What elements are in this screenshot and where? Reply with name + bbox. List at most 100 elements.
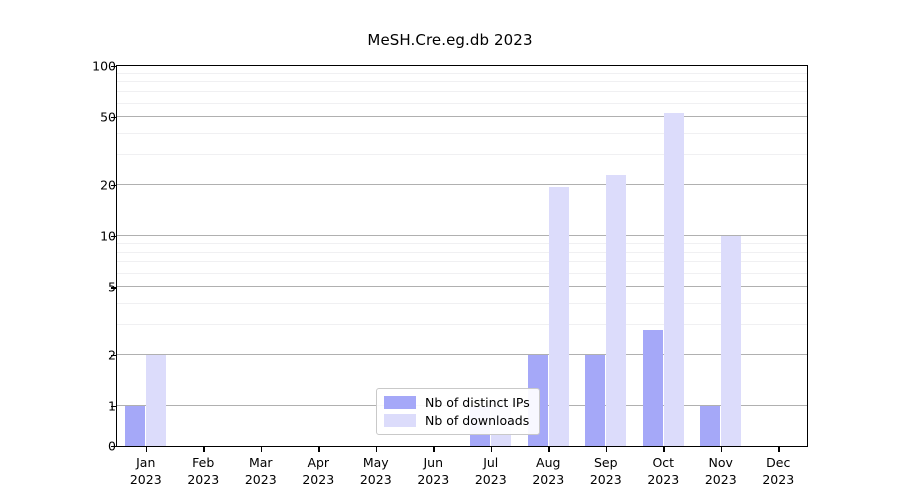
gridline-minor [117,91,807,93]
y-tick-label: 5 [76,280,116,295]
x-tick-label: Nov 2023 [686,454,756,488]
x-tick-mark [260,447,263,452]
gridline-major [117,116,807,118]
gridline-minor [117,102,807,104]
x-tick-year: 2023 [187,472,220,487]
y-tick-mark [111,287,116,289]
y-tick-label: 2 [76,347,116,362]
bar-nov-downloads [721,236,742,446]
x-tick-year: 2023 [532,472,565,487]
gridline-minor [117,132,807,134]
gridline-minor [117,272,807,274]
gridline-minor [117,323,807,325]
y-tick-label: 20 [100,177,116,193]
y-tick-label: 10 [100,228,116,244]
x-tick-mark [548,447,550,452]
bar-aug-downloads [548,186,569,446]
x-tick-year: 2023 [244,472,277,487]
x-tick-label: Feb 2023 [168,454,238,488]
chart-legend: Nb of distinct IPs Nb of downloads [376,388,540,435]
gridline-minor [117,72,807,74]
x-tick-month: Dec [766,455,791,470]
gridline-minor [117,251,807,253]
legend-item[interactable]: Nb of distinct IPs [384,395,530,410]
y-tick-label: 1 [76,399,116,414]
y-tick-mark [111,354,116,357]
x-tick-month: May [362,455,389,470]
x-tick-label: Jul 2023 [456,454,526,488]
bar-nov-ips [700,406,721,446]
x-tick-label: Dec 2023 [743,454,813,488]
x-tick-month: Jan [136,455,156,470]
gridline-major [117,235,807,237]
x-tick-month: Oct [652,455,675,470]
y-tick-mark [111,406,116,408]
x-tick-month: Nov [708,455,733,470]
x-tick-month: Apr [307,455,330,470]
y-tick-mark [111,117,116,119]
y-tick-label: 0 [76,439,116,454]
x-tick-month: Sep [593,455,618,470]
x-tick-year: 2023 [359,472,392,487]
x-tick-year: 2023 [474,472,507,487]
y-axis: 0 1 2 5 10 20 50 100 [66,59,116,454]
x-tick-mark [720,447,723,452]
legend-swatch [384,414,416,427]
gridline-minor [117,302,807,304]
x-tick-year: 2023 [417,472,450,487]
y-tick-mark [111,236,116,238]
x-tick-year: 2023 [129,472,162,487]
x-tick-label: May 2023 [341,454,411,488]
legend-item[interactable]: Nb of downloads [384,413,530,428]
y-tick-label: 50 [100,109,116,125]
x-tick-year: 2023 [647,472,680,487]
x-tick-year: 2023 [704,472,737,487]
x-tick-label: Sep 2023 [571,454,641,488]
x-tick-month: Jul [483,455,499,470]
chart-title: MeSH.Cre.eg.db 2023 [367,31,533,49]
x-tick-mark [663,447,665,452]
x-tick-mark [605,447,608,452]
x-tick-label: Oct 2023 [628,454,698,488]
x-tick-mark [203,447,205,452]
x-tick-mark [145,447,148,452]
x-tick-mark [433,447,435,452]
gridline-major [117,286,807,288]
gridline-major [117,183,807,185]
x-tick-mark [375,447,378,452]
x-tick-year: 2023 [302,472,335,487]
y-tick-mark [111,184,116,187]
bar-oct-ips [642,330,663,446]
x-tick-year: 2023 [762,472,795,487]
bar-jan-downloads [146,354,167,446]
bar-sep-ips [585,354,606,446]
bar-jan-ips [125,406,146,446]
x-tick-month: Mar [248,455,273,470]
legend-label: Nb of downloads [425,413,530,428]
gridline-minor [117,261,807,263]
y-tick-mark [111,446,116,448]
y-tick-mark [111,66,116,68]
x-tick-year: 2023 [589,472,622,487]
x-tick-mark [778,447,780,452]
x-tick-mark [490,447,493,452]
x-tick-label: Jan 2023 [111,454,181,488]
gridline-minor [117,242,807,244]
x-tick-mark [318,447,320,452]
legend-swatch [384,396,416,409]
x-tick-month: Feb [192,455,215,470]
x-tick-month: Aug [536,455,561,470]
x-tick-label: Jun 2023 [398,454,468,488]
bar-sep-downloads [606,174,627,446]
legend-label: Nb of distinct IPs [425,395,530,410]
bar-oct-downloads [663,112,684,446]
x-axis: Jan 2023 Feb 2023 Mar 2023 Apr 2023 May 2023 Jun 20… [116,447,808,500]
gridline-minor [117,153,807,155]
x-tick-label: Mar 2023 [226,454,296,488]
y-tick-label: 100 [92,58,116,74]
x-tick-month: Jun [423,455,444,470]
x-tick-label: Apr 2023 [283,454,353,488]
gridline-major [117,353,807,355]
x-tick-label: Aug 2023 [513,454,583,488]
